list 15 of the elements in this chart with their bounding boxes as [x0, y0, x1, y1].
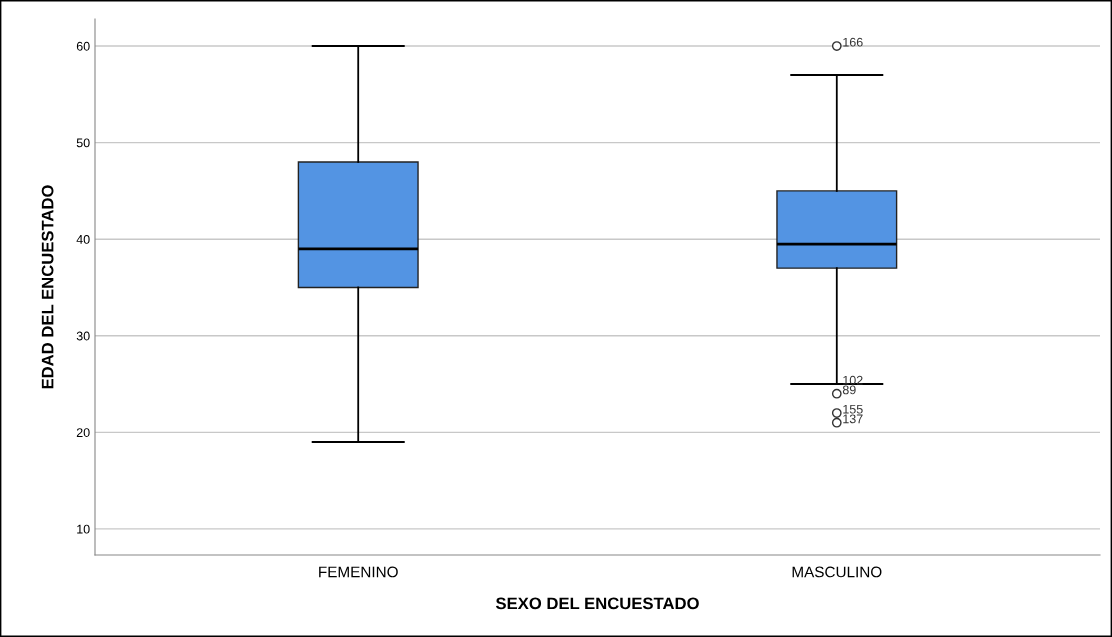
y-tick-label: 20 — [76, 428, 90, 437]
x-axis-title: SEXO DEL ENCUESTADO — [495, 597, 699, 610]
annotation: 155 — [843, 404, 863, 414]
annotation: 89 — [842, 385, 856, 395]
y-tick-label: 60 — [76, 41, 90, 51]
y-axis-title: EDAD DEL ENCUESTADO — [41, 185, 54, 389]
y-tick-label: 10 — [77, 524, 90, 534]
annotation: 166 — [843, 37, 863, 47]
x-tick-label: MASCULINO — [792, 566, 882, 578]
x-tick-label: FEMENINO — [319, 566, 398, 578]
annotation: 102 — [843, 375, 863, 385]
y-tick-label: 30 — [76, 331, 90, 341]
y-tick-label: 50 — [76, 138, 90, 148]
annotation: 137 — [843, 414, 863, 424]
y-tick-label: 40 — [76, 235, 90, 244]
